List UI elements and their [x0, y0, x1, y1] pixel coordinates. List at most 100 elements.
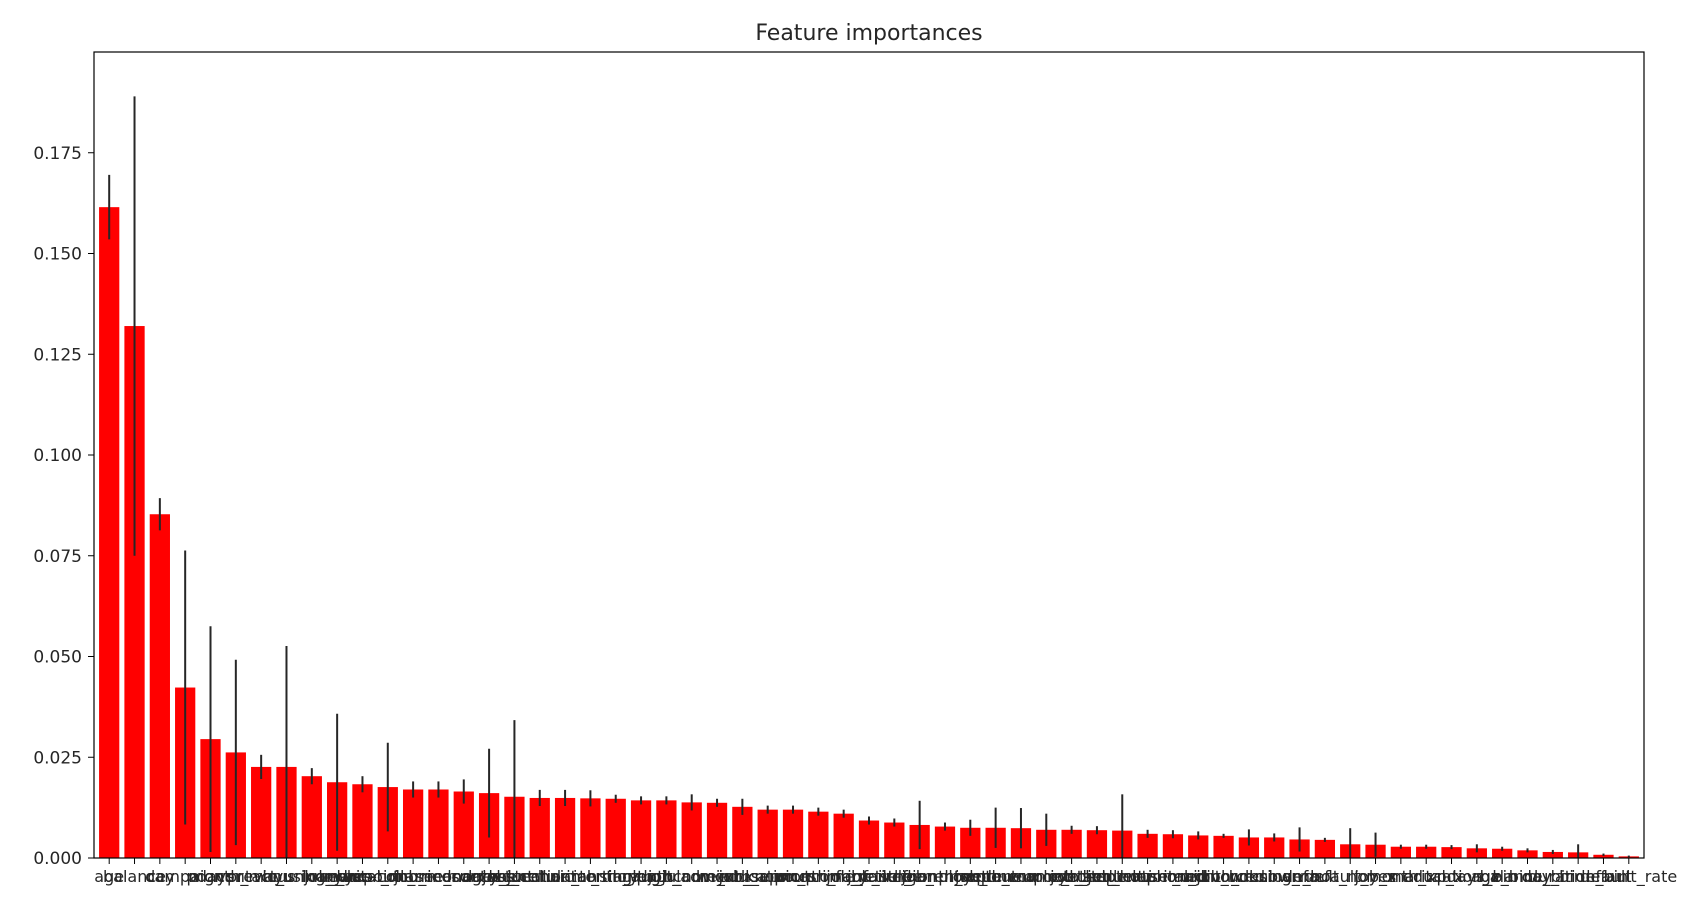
y-tick-label-0: 0.000	[33, 849, 82, 869]
x-tick-label-20: month_aug	[571, 867, 661, 887]
x-tick-label-59: default	[1575, 867, 1631, 886]
bar-25	[732, 806, 753, 858]
x-tick-label-52: marital_x	[1389, 867, 1463, 887]
x-tick-label-2: day	[145, 867, 174, 886]
bar-0	[99, 207, 120, 858]
x-tick-label-23: job_admin.	[647, 867, 736, 887]
bar-19	[580, 798, 601, 858]
error-bars-group	[108, 96, 1630, 858]
y-axis: 0.000 0.025 0.050 0.075 0.100 0.125 0.150 0.175	[33, 144, 94, 869]
x-tick-label-32: job_self-employed	[846, 867, 992, 887]
bar-46	[1264, 837, 1285, 858]
x-tick-label-48: default_no	[1283, 867, 1367, 887]
bar-10	[352, 784, 373, 858]
bar-31	[884, 822, 905, 858]
x-tick-label-45: job_unknown	[1195, 867, 1301, 887]
x-tick-label-35: month_mar	[950, 867, 1042, 887]
x-tick-label-22: month_nov	[622, 867, 711, 887]
bar-59	[1593, 854, 1614, 858]
bar-38	[1061, 829, 1082, 858]
bar-13	[428, 789, 449, 858]
y-tick-label-6: 0.150	[33, 245, 82, 265]
y-tick-label-1: 0.025	[33, 748, 82, 768]
x-tick-label-10: job_blue-collar	[303, 867, 421, 887]
x-tick-label-38: month_sep	[1027, 867, 1115, 887]
bar-27	[782, 809, 804, 858]
x-tick-label-1: balance	[103, 867, 166, 886]
bar-8	[301, 776, 322, 858]
bar-45	[1238, 837, 1260, 858]
bar-30	[858, 820, 880, 858]
x-tick-label-42: education_unknown	[1093, 867, 1253, 887]
x-tick-label-6: previous	[227, 867, 295, 886]
x-tick-label-0: age	[94, 867, 124, 886]
x-axis: agebalancedaycampaignpdaysmonth_mayprevi…	[94, 858, 1677, 887]
bar-54	[1466, 848, 1487, 858]
y-tick-label-4: 0.100	[33, 446, 82, 466]
x-tick-label-55: age_bin	[1471, 867, 1534, 887]
bar-21	[630, 800, 652, 858]
x-tick-label-39: job_student	[1049, 867, 1144, 887]
x-tick-label-50: job_x	[1354, 867, 1397, 887]
x-tick-label-51: month_x	[1366, 867, 1435, 887]
x-tick-label-17: job_technician	[481, 867, 597, 887]
y-tick-label-5: 0.125	[33, 345, 82, 365]
bar-14	[453, 791, 474, 858]
x-tick-label-11: marital_married	[324, 867, 452, 887]
x-tick-label-43: marital_divorced	[1131, 867, 1265, 887]
bar-17	[529, 797, 550, 858]
bar-42	[1162, 834, 1184, 858]
x-tick-label-33: month_oct	[903, 867, 988, 887]
bar-22	[656, 800, 677, 858]
bar-1	[124, 326, 145, 858]
chart-title: Feature importances	[755, 21, 982, 46]
bar-48	[1314, 839, 1336, 858]
x-tick-label-60: default_rate	[1580, 867, 1677, 887]
bar-52	[1416, 846, 1437, 858]
bar-57	[1542, 851, 1563, 858]
bar-6	[251, 766, 272, 858]
x-tick-label-56: balance_bin	[1480, 867, 1576, 887]
bar-34	[960, 827, 981, 858]
x-tick-label-44: month_dec	[1179, 867, 1268, 887]
x-tick-label-12: education_secondary	[328, 867, 498, 887]
x-tick-label-58: duration_bin	[1528, 867, 1628, 887]
x-tick-label-49: default_yes	[1304, 867, 1396, 887]
bar-43	[1188, 835, 1209, 858]
x-tick-label-27: education_primary	[718, 867, 868, 887]
x-tick-label-15: month_jun	[447, 867, 532, 887]
y-tick-label-7: 0.175	[33, 144, 82, 164]
x-tick-label-41: job_housemaid	[1086, 867, 1208, 887]
x-tick-label-8: housing_yes	[262, 867, 361, 887]
bar-55	[1492, 848, 1513, 858]
bar-51	[1390, 846, 1411, 858]
x-tick-label-31: month_jan	[852, 867, 936, 887]
x-tick-label-40: contact_telephone	[1048, 867, 1196, 887]
bar-39	[1086, 830, 1108, 858]
x-tick-label-5: month_may	[188, 867, 283, 887]
x-tick-label-24: poutcome_unknown	[637, 867, 798, 887]
x-tick-label-47: loan_no	[1269, 867, 1331, 887]
bar-20	[605, 798, 626, 858]
x-tick-label-9: loan_yes	[302, 867, 372, 887]
bar-44	[1213, 835, 1234, 858]
x-tick-label-7: contact_unknown	[216, 867, 357, 887]
x-tick-label-57: day_bin	[1522, 867, 1584, 887]
y-tick-label-3: 0.075	[33, 547, 82, 567]
x-tick-label-28: month_feb	[776, 867, 862, 887]
bar-33	[934, 826, 956, 858]
x-tick-label-14: job_management	[393, 867, 534, 887]
bar-23	[681, 802, 702, 858]
x-tick-label-3: campaign	[146, 867, 225, 886]
y-tick-label-2: 0.050	[33, 648, 82, 668]
plot-frame	[93, 51, 1645, 859]
x-tick-label-53: education_x	[1403, 867, 1500, 887]
x-tick-label-34: job_entrepreneur	[900, 867, 1039, 887]
bar-18	[554, 797, 576, 858]
x-tick-label-21: month_jul	[602, 867, 681, 887]
bar-29	[833, 813, 854, 858]
x-tick-label-54: pdays_bin	[1437, 867, 1518, 887]
bar-24	[706, 802, 728, 858]
x-tick-label-46: housing_no	[1229, 867, 1320, 887]
